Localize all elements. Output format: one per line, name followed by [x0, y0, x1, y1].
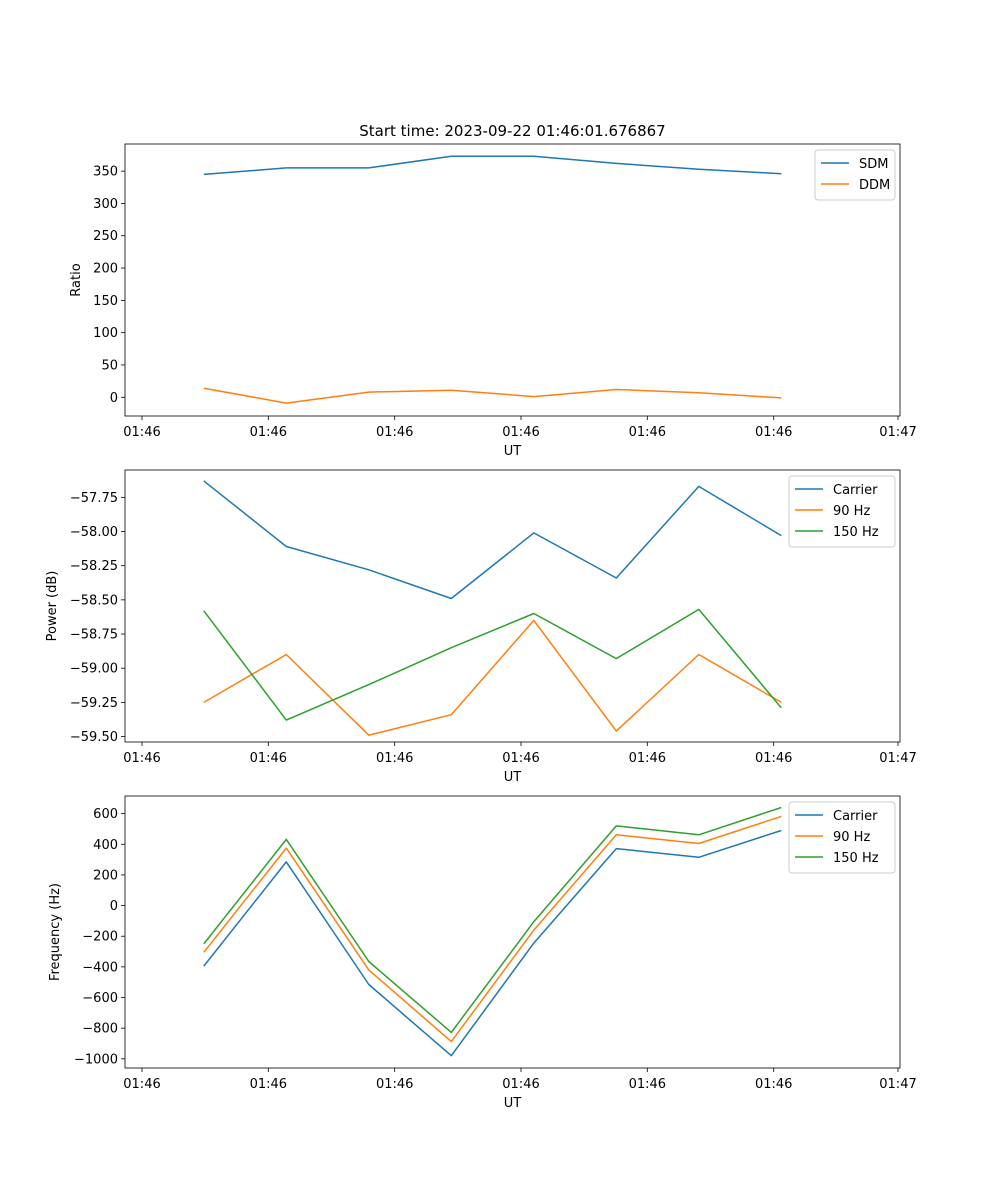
- y-tick-label: 0: [110, 899, 118, 914]
- y-tick-label: 600: [93, 807, 118, 822]
- x-tick-label: 01:47: [879, 751, 916, 766]
- legend-box: [788, 475, 896, 548]
- series-line-carrier: [203, 480, 782, 600]
- x-tick-label: 01:46: [376, 1077, 413, 1092]
- x-tick-label: 01:46: [376, 425, 413, 440]
- x-tick-label: 01:46: [250, 425, 287, 440]
- x-tick-label: 01:46: [629, 751, 666, 766]
- x-tick-label: 01:46: [123, 1077, 160, 1092]
- x-tick-label: 01:46: [123, 425, 160, 440]
- y-tick-label: −58.50: [70, 593, 118, 608]
- legend-label: SDM: [859, 157, 888, 172]
- y-tick-label: 200: [93, 262, 118, 277]
- y-tick-label: 50: [101, 358, 118, 373]
- x-tick-label: 01:46: [755, 1077, 792, 1092]
- axes-frame: [124, 143, 901, 417]
- x-tick-label: 01:47: [879, 1077, 916, 1092]
- y-tick-label: −59.25: [70, 696, 118, 711]
- x-tick-label: 01:46: [250, 751, 287, 766]
- legend-label: 90 Hz: [833, 504, 870, 519]
- axes-frame: [124, 795, 901, 1069]
- y-axis-label: Power (dB): [45, 571, 60, 642]
- x-tick-label: 01:46: [123, 751, 160, 766]
- y-tick-label: 100: [93, 326, 118, 341]
- y-tick-label: −800: [82, 1022, 118, 1037]
- y-tick-label: −59.50: [70, 730, 118, 745]
- x-axis-label: UT: [504, 1096, 522, 1111]
- x-tick-label: 01:46: [629, 1077, 666, 1092]
- plot-panel-1: 01:46 01:46 01:46 01:46 01:46 01:46 01:47 0 50 10…: [69, 143, 917, 459]
- x-tick-label: 01:46: [502, 1077, 539, 1092]
- y-tick-label: 0: [110, 391, 118, 406]
- y-tick-label: 200: [93, 868, 118, 883]
- y-tick-label: 150: [93, 294, 118, 309]
- x-tick-label: 01:46: [755, 751, 792, 766]
- x-tick-label: 01:46: [250, 1077, 287, 1092]
- axes-frame: [124, 469, 901, 743]
- series-line-90-hz: [203, 815, 782, 1043]
- y-tick-label: 300: [93, 197, 118, 212]
- legend-label: Carrier: [833, 809, 878, 824]
- x-tick-label: 01:46: [755, 425, 792, 440]
- y-tick-label: −59.00: [70, 662, 118, 677]
- x-tick-label: 01:46: [376, 751, 413, 766]
- y-axis-label: Frequency (Hz): [48, 883, 63, 981]
- series-line-150-hz: [203, 806, 782, 1034]
- legend-label: 150 Hz: [833, 525, 879, 540]
- x-tick-label: 01:46: [502, 751, 539, 766]
- y-tick-label: −58.25: [70, 559, 118, 574]
- series-line-ddm: [203, 387, 782, 404]
- y-tick-label: −58.75: [70, 628, 118, 643]
- legend-label: 150 Hz: [833, 851, 879, 866]
- chart-title: Start time: 2023-09-22 01:46:01.676867: [359, 122, 665, 140]
- legend-label: DDM: [859, 178, 890, 193]
- legend-label: 90 Hz: [833, 830, 870, 845]
- y-tick-label: −58.00: [70, 525, 118, 540]
- legend-label: Carrier: [833, 483, 878, 498]
- y-axis-label: Ratio: [69, 263, 84, 296]
- y-tick-label: −57.75: [70, 491, 118, 506]
- legend-box: [788, 801, 896, 874]
- plot-panel-3: 01:46 01:46 01:46 01:46 01:46 01:46 01:47 −1000…: [48, 795, 917, 1111]
- y-tick-label: −1000: [74, 1052, 118, 1067]
- y-tick-label: 250: [93, 229, 118, 244]
- y-tick-label: 400: [93, 838, 118, 853]
- series-line-carrier: [203, 829, 782, 1057]
- plot-panel-2: 01:46 01:46 01:46 01:46 01:46 01:46 01:47 −59.5…: [45, 469, 917, 785]
- x-axis-label: UT: [504, 770, 522, 785]
- y-tick-label: −400: [82, 960, 118, 975]
- series-line-150-hz: [203, 608, 782, 721]
- x-tick-label: 01:46: [502, 425, 539, 440]
- x-tick-label: 01:46: [629, 425, 666, 440]
- y-tick-label: 350: [93, 165, 118, 180]
- series-line-sdm: [203, 155, 782, 176]
- series-line-90-hz: [203, 619, 782, 736]
- y-tick-label: −200: [82, 930, 118, 945]
- y-tick-label: −600: [82, 991, 118, 1006]
- x-tick-label: 01:47: [879, 425, 916, 440]
- x-axis-label: UT: [504, 444, 522, 459]
